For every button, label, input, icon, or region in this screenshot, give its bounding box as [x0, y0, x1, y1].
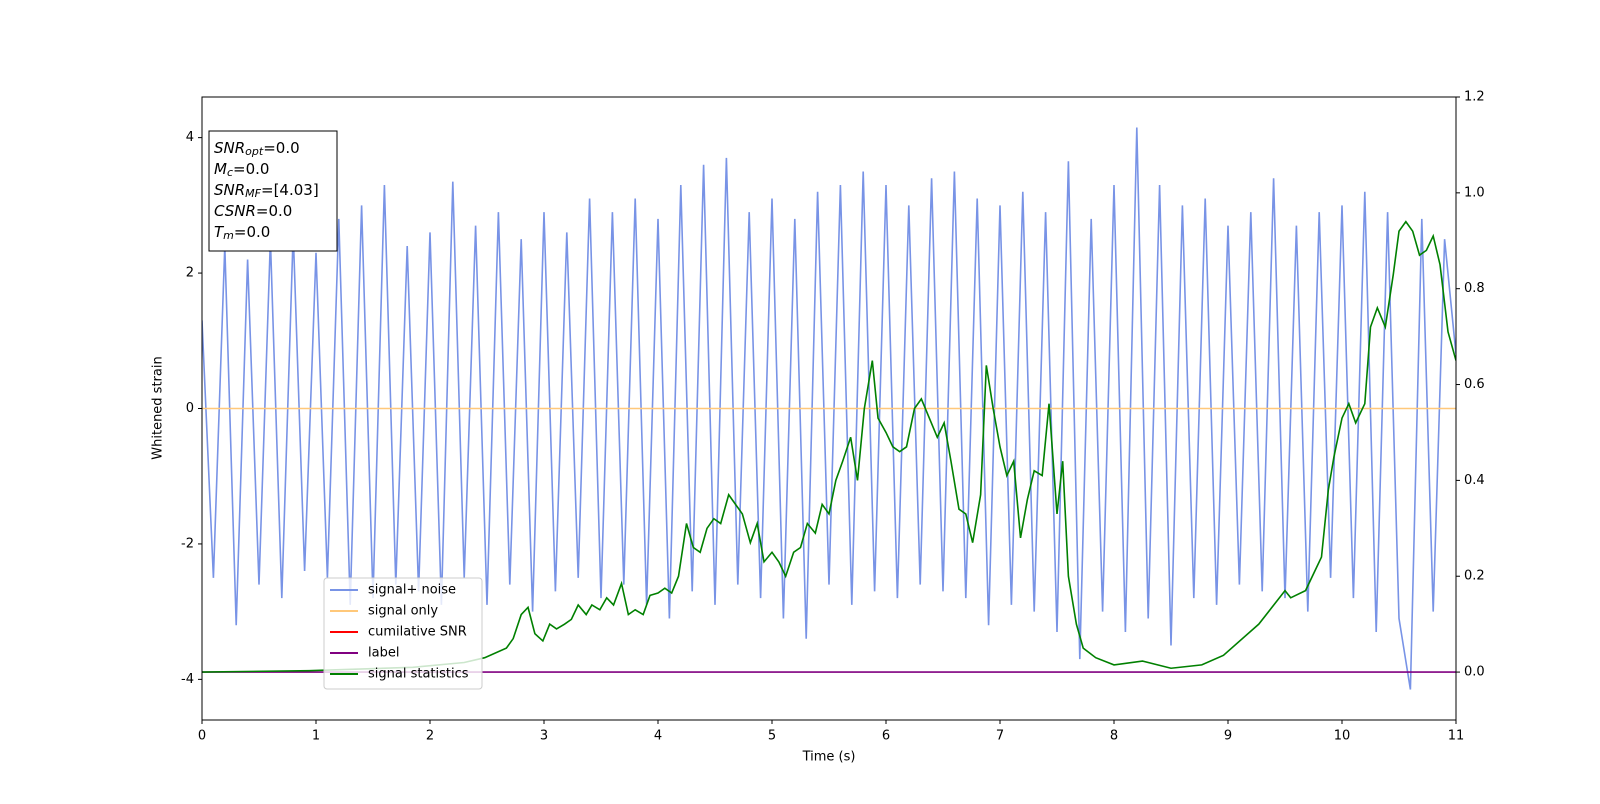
legend-label: signal only: [368, 604, 438, 619]
annotation-base: T: [214, 223, 225, 241]
annotation-text: =[4.03]: [261, 181, 319, 199]
annotation-text: =0.0: [233, 160, 269, 178]
annotation-box: [208, 130, 338, 252]
legend-box: [323, 577, 483, 690]
annotation-sub: m: [223, 229, 234, 242]
x-tick-label: 6: [882, 729, 890, 744]
annotation-base: M: [214, 160, 227, 178]
y2-tick-label: 0.6: [1464, 377, 1485, 392]
y-tick-label: -2: [181, 536, 194, 551]
x-tick-label: 4: [654, 729, 662, 744]
annotation-sub: MF: [245, 187, 261, 200]
legend-label: cumilative SNR: [368, 625, 467, 640]
y2-tick-label: 0.8: [1464, 281, 1485, 296]
annotation: CSNR=0.0: [214, 202, 292, 220]
x-tick-label: 2: [426, 729, 434, 744]
annotation-sub: opt: [245, 145, 264, 158]
annotation: Tm=0.0: [214, 223, 270, 243]
series-line: [202, 127, 1456, 690]
legend-label: signal+ noise: [368, 583, 456, 598]
annotation: SNRopt=0.0: [214, 139, 300, 159]
x-tick-label: 11: [1448, 729, 1465, 744]
annotation-sub: c: [227, 166, 233, 179]
annotation-text: =0.0: [263, 139, 299, 157]
y-tick-label: 0: [186, 401, 194, 416]
y2-tick-label: 0.4: [1464, 473, 1485, 488]
legend-label: signal statistics: [368, 667, 469, 682]
annotation-base: CSNR: [214, 202, 256, 220]
y2-tick-label: 0.0: [1464, 665, 1485, 680]
y2-tick-label: 1.0: [1464, 185, 1485, 200]
x-tick-label: 5: [768, 729, 776, 744]
y-tick-label: 2: [186, 266, 194, 281]
annotation-base: SNR: [214, 139, 245, 157]
annotation-text: =0.0: [256, 202, 292, 220]
x-tick-label: 7: [996, 729, 1004, 744]
x-tick-label: 1: [312, 729, 320, 744]
y-tick-label: -4: [181, 672, 194, 687]
annotation: Mc=0.0: [214, 160, 269, 180]
y-tick-label: 4: [186, 130, 194, 145]
annotation-base: SNR: [214, 181, 245, 199]
y-axis-label: Whitened strain: [151, 356, 166, 459]
y2-tick-label: 1.2: [1464, 90, 1485, 105]
x-tick-label: 0: [198, 729, 206, 744]
x-tick-label: 10: [1334, 729, 1351, 744]
x-axis-label: Time (s): [802, 750, 856, 765]
legend-label: label: [368, 646, 399, 661]
annotation-text: =0.0: [234, 223, 270, 241]
y2-tick-label: 0.2: [1464, 569, 1485, 584]
x-tick-label: 8: [1110, 729, 1118, 744]
x-tick-label: 3: [540, 729, 548, 744]
series-line: [202, 220, 1456, 673]
x-tick-label: 9: [1224, 729, 1232, 744]
annotation: SNRMF=[4.03]: [214, 181, 319, 201]
